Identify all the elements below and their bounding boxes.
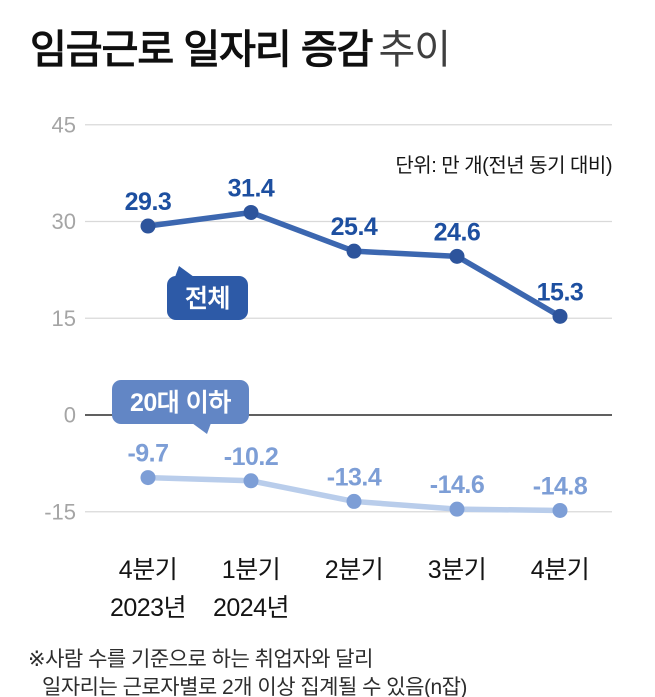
ytick-label: 0 [64, 403, 76, 428]
xtick-label: 2분기 [325, 556, 383, 584]
page-title: 임금근로 일자리 증감 추이 [30, 26, 451, 74]
series-badge-total-label: 전체 [185, 285, 231, 313]
data-label: 15.3 [537, 278, 584, 306]
data-point [449, 248, 465, 264]
series-badge-under20: 20대 이하 [112, 380, 249, 434]
data-point [243, 204, 259, 220]
footnote-line2: 일자리는 근로자별로 2개 이상 집계될 수 있음(n잡) [42, 676, 467, 697]
data-point [449, 501, 465, 517]
badge-tail-icon [192, 423, 211, 434]
series-badge-total: 전체 [167, 266, 249, 320]
data-point [552, 502, 568, 518]
xtick-label: 3분기 [428, 556, 486, 584]
ytick-label: -15 [44, 499, 76, 524]
xtick-label: 4분기 [531, 556, 589, 584]
data-point [552, 308, 568, 324]
footnote: ※사람 수를 기준으로 하는 취업자와 달리 일자리는 근로자별로 2개 이상 … [28, 646, 467, 697]
title-main: 임금근로 일자리 증감 [30, 28, 373, 72]
data-label: -13.4 [327, 463, 382, 491]
xtick-label: 4분기 [119, 556, 177, 584]
ytick-label: 45 [52, 112, 76, 137]
data-point [346, 243, 362, 259]
data-label: -14.8 [533, 472, 588, 500]
data-label: -14.6 [430, 471, 484, 499]
data-label: 24.6 [434, 218, 481, 246]
ytick-label: 30 [52, 209, 76, 234]
data-point [243, 473, 259, 489]
series-badge-under20-label: 20대 이하 [130, 389, 231, 417]
xtick-sublabel: 2024년 [213, 594, 289, 622]
data-label: -9.7 [127, 440, 168, 468]
xtick-sublabel: 2023년 [110, 594, 186, 622]
data-point [346, 493, 362, 509]
data-label: 29.3 [125, 188, 172, 216]
data-label: 25.4 [331, 213, 378, 241]
xtick-label: 1분기 [222, 556, 280, 584]
unit-label: 단위: 만 개(전년 동기 대비) [395, 155, 612, 177]
data-label: 31.4 [228, 174, 275, 202]
ytick-label: 15 [52, 306, 76, 331]
footnote-line1: ※사람 수를 기준으로 하는 취업자와 달리 [28, 648, 373, 671]
data-point [140, 470, 156, 486]
badge-tail-icon [175, 266, 194, 277]
data-label: -10.2 [224, 443, 278, 471]
title-sub: 추이 [378, 28, 451, 72]
data-point [140, 218, 156, 234]
